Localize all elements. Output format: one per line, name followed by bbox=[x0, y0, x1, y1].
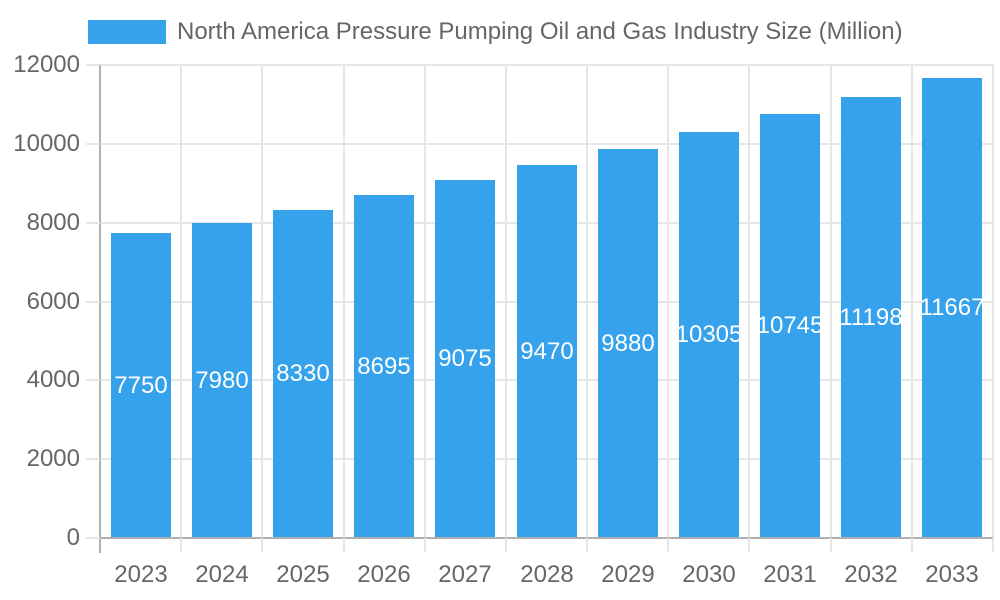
bar[interactable]: 8695 bbox=[354, 195, 414, 538]
bar[interactable]: 9075 bbox=[435, 180, 495, 538]
bar-value-label: 9470 bbox=[520, 337, 574, 365]
bar[interactable]: 7980 bbox=[192, 223, 252, 538]
y-tick-label: 8000 bbox=[26, 209, 80, 236]
x-tick-label: 2024 bbox=[195, 561, 249, 588]
x-axis-tick bbox=[748, 538, 750, 552]
x-axis-tick bbox=[911, 538, 913, 552]
x-axis-tick bbox=[830, 538, 832, 552]
x-tick-label: 2032 bbox=[844, 561, 898, 588]
x-axis-tick bbox=[343, 538, 345, 552]
vertical-gridline bbox=[667, 65, 669, 538]
bar[interactable]: 9880 bbox=[598, 149, 658, 538]
bar-value-label: 11667 bbox=[919, 294, 985, 321]
y-tick-label: 2000 bbox=[26, 445, 80, 472]
bar[interactable]: 7750 bbox=[111, 233, 171, 538]
x-axis-tick bbox=[667, 538, 669, 552]
bar-value-label: 10305 bbox=[675, 321, 743, 348]
y-axis-tick bbox=[86, 64, 100, 66]
vertical-gridline bbox=[586, 65, 588, 538]
bar[interactable]: 8330 bbox=[273, 210, 333, 538]
bar[interactable]: 10745 bbox=[757, 114, 823, 538]
legend-swatch bbox=[88, 20, 166, 44]
x-tick-label: 2026 bbox=[357, 561, 411, 588]
y-axis-tick bbox=[86, 458, 100, 460]
bar[interactable]: 10305 bbox=[676, 132, 742, 538]
x-tick-label: 2027 bbox=[438, 561, 492, 588]
vertical-gridline bbox=[180, 65, 182, 538]
y-axis-tick bbox=[86, 537, 100, 539]
vertical-gridline bbox=[748, 65, 750, 538]
x-axis-tick bbox=[424, 538, 426, 552]
bar-value-label: 8695 bbox=[357, 352, 411, 380]
y-tick-label: 10000 bbox=[13, 130, 80, 157]
x-axis-tick bbox=[505, 538, 507, 552]
y-tick-label: 4000 bbox=[26, 366, 80, 393]
y-axis-tick bbox=[86, 143, 100, 145]
x-axis-line bbox=[86, 537, 993, 539]
x-axis-tick bbox=[261, 538, 263, 552]
bar-value-label: 9880 bbox=[601, 329, 655, 357]
legend-label: North America Pressure Pumping Oil and G… bbox=[177, 18, 903, 45]
y-axis-tick bbox=[86, 379, 100, 381]
bar[interactable]: 9470 bbox=[517, 165, 577, 538]
horizontal-gridline bbox=[100, 64, 993, 66]
y-axis-tick bbox=[86, 301, 100, 303]
x-tick-label: 2033 bbox=[925, 561, 979, 588]
vertical-gridline bbox=[424, 65, 426, 538]
y-tick-label: 12000 bbox=[13, 51, 80, 78]
y-tick-label: 0 bbox=[66, 524, 80, 551]
bar[interactable]: 11198 bbox=[839, 97, 903, 538]
vertical-gridline bbox=[343, 65, 345, 538]
x-tick-label: 2029 bbox=[601, 561, 655, 588]
vertical-gridline bbox=[830, 65, 832, 538]
vertical-gridline bbox=[505, 65, 507, 538]
bar[interactable]: 11667 bbox=[919, 78, 985, 538]
bar-value-label: 10745 bbox=[756, 312, 824, 339]
x-tick-label: 2030 bbox=[682, 561, 736, 588]
x-tick-label: 2028 bbox=[520, 561, 574, 588]
vertical-gridline bbox=[911, 65, 913, 538]
bar-value-label: 11198 bbox=[839, 303, 903, 331]
bar-value-label: 7750 bbox=[114, 371, 168, 399]
x-axis-tick bbox=[180, 538, 182, 552]
x-tick-label: 2031 bbox=[763, 561, 817, 588]
x-axis-tick bbox=[992, 538, 994, 552]
vertical-gridline bbox=[261, 65, 263, 538]
x-tick-label: 2025 bbox=[276, 561, 330, 588]
x-axis-tick bbox=[586, 538, 588, 552]
horizontal-gridline bbox=[100, 143, 993, 145]
vertical-gridline bbox=[992, 65, 994, 538]
bar-value-label: 8330 bbox=[276, 360, 330, 387]
x-tick-label: 2023 bbox=[114, 561, 168, 588]
bar-value-label: 9075 bbox=[438, 345, 492, 372]
y-axis-tick bbox=[86, 222, 100, 224]
y-tick-label: 6000 bbox=[26, 288, 80, 315]
chart-legend[interactable]: North America Pressure Pumping Oil and G… bbox=[88, 18, 903, 46]
bar-value-label: 7980 bbox=[195, 366, 249, 394]
y-axis-line bbox=[99, 65, 101, 553]
